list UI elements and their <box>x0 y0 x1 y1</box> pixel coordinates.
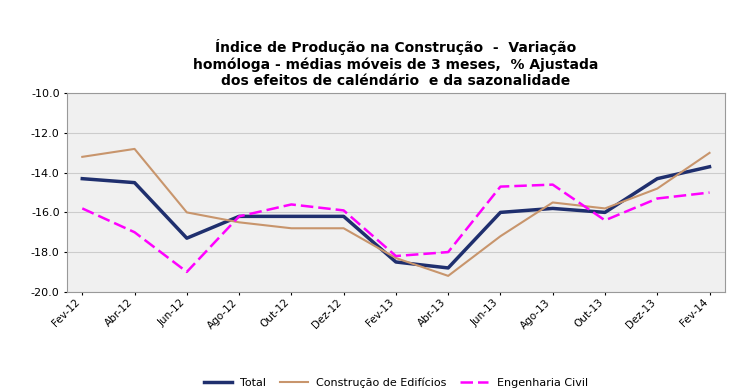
Total <box>496 210 505 215</box>
Total <box>444 266 453 270</box>
Total <box>601 210 610 215</box>
Engenharia Civil <box>444 250 453 254</box>
Engenharia Civil <box>496 184 505 189</box>
Construção de Edifícios <box>182 210 191 215</box>
Total <box>235 214 243 219</box>
Construção de Edifícios <box>496 234 505 238</box>
Construção de Edifícios <box>601 206 610 211</box>
Construção de Edifícios <box>78 154 87 159</box>
Engenharia Civil <box>548 182 557 187</box>
Construção de Edifícios <box>705 151 714 155</box>
Engenharia Civil <box>705 190 714 195</box>
Construção de Edifícios <box>391 256 400 260</box>
Legend: Total, Construção de Edifícios, Engenharia Civil: Total, Construção de Edifícios, Engenhar… <box>199 373 593 389</box>
Total <box>339 214 348 219</box>
Total <box>548 206 557 211</box>
Line: Total: Total <box>82 167 710 268</box>
Total <box>391 260 400 265</box>
Total <box>78 176 87 181</box>
Engenharia Civil <box>130 230 139 235</box>
Engenharia Civil <box>653 196 662 201</box>
Engenharia Civil <box>391 254 400 258</box>
Construção de Edifícios <box>235 220 243 224</box>
Engenharia Civil <box>287 202 296 207</box>
Engenharia Civil <box>235 214 243 219</box>
Line: Engenharia Civil: Engenharia Civil <box>82 185 710 272</box>
Construção de Edifícios <box>653 186 662 191</box>
Total <box>705 165 714 169</box>
Construção de Edifícios <box>287 226 296 231</box>
Construção de Edifícios <box>339 226 348 231</box>
Total <box>182 236 191 240</box>
Construção de Edifícios <box>548 200 557 205</box>
Total <box>287 214 296 219</box>
Total <box>653 176 662 181</box>
Engenharia Civil <box>601 218 610 223</box>
Title: Índice de Produção na Construção  -  Variação
homóloga - médias móveis de 3 mese: Índice de Produção na Construção - Varia… <box>193 39 599 88</box>
Engenharia Civil <box>182 270 191 274</box>
Line: Construção de Edifícios: Construção de Edifícios <box>82 149 710 276</box>
Construção de Edifícios <box>130 147 139 151</box>
Total <box>130 180 139 185</box>
Construção de Edifícios <box>444 273 453 278</box>
Engenharia Civil <box>339 208 348 213</box>
Engenharia Civil <box>78 206 87 211</box>
